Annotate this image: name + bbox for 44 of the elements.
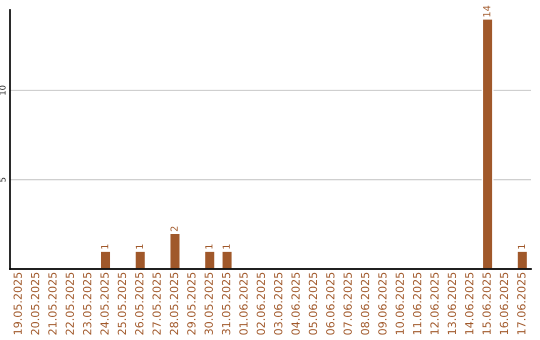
x-tick-label: 06.06.2025	[326, 272, 335, 335]
data-label: 14	[483, 6, 490, 16]
x-tick-label: 30.05.2025	[204, 272, 213, 335]
x-tick-label: 15.06.2025	[482, 272, 491, 334]
x-tick-label: 16.06.2025	[500, 272, 508, 334]
x-tick-label: 08.06.2025	[360, 272, 370, 335]
data-label: 1	[136, 244, 143, 249]
bar	[204, 250, 216, 269]
x-tick-label: 20.05.2025	[30, 272, 40, 335]
x-tick-label: 07.06.2025	[343, 272, 352, 335]
x-tick-label: 29.05.2025	[187, 272, 196, 335]
x-tick-label: 13.06.2025	[448, 272, 456, 334]
bar	[134, 250, 146, 269]
x-tick-label: 26.05.2025	[135, 272, 144, 335]
x-tick-label: 17.06.2025	[517, 272, 526, 334]
x-tick-label: 21.05.2025	[48, 272, 57, 335]
x-tick-label: 23.05.2025	[82, 272, 92, 335]
x-tick-label: 03.06.2025	[274, 272, 282, 335]
data-label: 1	[518, 244, 525, 249]
x-tick-label: 24.05.2025	[100, 272, 109, 335]
x-tick-label: 25.05.2025	[118, 272, 126, 335]
x-tick-label: 19.05.2025	[14, 272, 22, 334]
x-tick-label: 01.06.2025	[239, 272, 248, 335]
x-tick-label: 05.06.2025	[308, 272, 318, 335]
bar	[516, 250, 528, 269]
x-tick-label: 28.05.2025	[170, 272, 178, 335]
x-tick-label: 09.06.2025	[378, 272, 387, 335]
bar	[482, 18, 494, 269]
data-label: 1	[222, 244, 230, 249]
data-label: 1	[205, 244, 212, 249]
data-label: 1	[101, 244, 108, 249]
x-tick-label: 12.06.2025	[430, 272, 439, 334]
bar	[100, 250, 112, 269]
x-tick-label: 22.05.2025	[66, 272, 74, 335]
x-tick-label: 14.06.2025	[465, 272, 474, 334]
data-label: 2	[170, 226, 178, 232]
x-tick-label: 10.06.2025	[396, 272, 404, 334]
bar	[221, 250, 233, 269]
x-tick-label: 04.06.2025	[291, 272, 300, 335]
bar	[169, 232, 181, 269]
x-tick-label: 31.05.2025	[222, 272, 230, 335]
x-tick-label: 27.05.2025	[152, 272, 161, 335]
x-tick-label: 11.06.2025	[412, 272, 422, 334]
x-tick-label: 02.06.2025	[256, 272, 266, 335]
